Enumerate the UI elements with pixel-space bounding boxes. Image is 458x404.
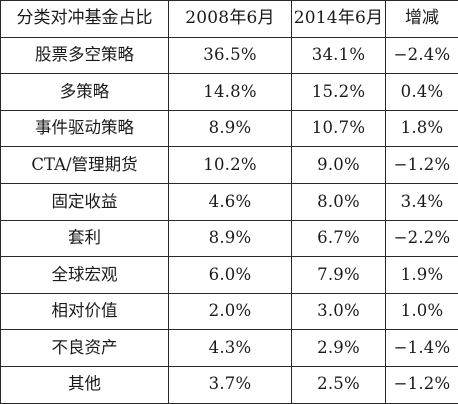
- category-cell: 多策略: [1, 74, 169, 111]
- table-row: 套利 8.9% 6.7% −2.2%: [1, 220, 458, 257]
- category-cell: 套利: [1, 220, 169, 257]
- header-2014-june: 2014年6月: [292, 1, 386, 38]
- change-cell: 1.9%: [386, 257, 458, 294]
- change-cell: −2.2%: [386, 220, 458, 257]
- value-2008-cell: 14.8%: [169, 74, 292, 111]
- table-row: 固定收益 4.6% 8.0% 3.4%: [1, 183, 458, 220]
- table-row: 多策略 14.8% 15.2% 0.4%: [1, 74, 458, 111]
- category-cell: 不良资产: [1, 330, 169, 367]
- value-2014-cell: 2.9%: [292, 330, 386, 367]
- change-cell: 0.4%: [386, 74, 458, 111]
- change-cell: −1.4%: [386, 330, 458, 367]
- category-cell: 相对价值: [1, 293, 169, 330]
- category-cell: 全球宏观: [1, 257, 169, 294]
- value-2014-cell: 3.0%: [292, 293, 386, 330]
- value-2008-cell: 10.2%: [169, 147, 292, 184]
- value-2014-cell: 6.7%: [292, 220, 386, 257]
- value-2014-cell: 34.1%: [292, 37, 386, 74]
- value-2014-cell: 9.0%: [292, 147, 386, 184]
- value-2008-cell: 4.6%: [169, 183, 292, 220]
- value-2014-cell: 15.2%: [292, 74, 386, 111]
- category-cell: 其他: [1, 366, 169, 403]
- value-2014-cell: 10.7%: [292, 110, 386, 147]
- change-cell: −2.4%: [386, 37, 458, 74]
- category-cell: 股票多空策略: [1, 37, 169, 74]
- value-2008-cell: 3.7%: [169, 366, 292, 403]
- value-2008-cell: 6.0%: [169, 257, 292, 294]
- table-row: 全球宏观 6.0% 7.9% 1.9%: [1, 257, 458, 294]
- change-cell: 1.8%: [386, 110, 458, 147]
- table-row: 股票多空策略 36.5% 34.1% −2.4%: [1, 37, 458, 74]
- change-cell: −1.2%: [386, 366, 458, 403]
- header-change: 增减: [386, 1, 458, 38]
- header-category: 分类对冲基金占比: [1, 1, 169, 38]
- value-2014-cell: 2.5%: [292, 366, 386, 403]
- category-cell: 固定收益: [1, 183, 169, 220]
- change-cell: −1.2%: [386, 147, 458, 184]
- value-2008-cell: 2.0%: [169, 293, 292, 330]
- table-row: CTA/管理期货 10.2% 9.0% −1.2%: [1, 147, 458, 184]
- category-cell: CTA/管理期货: [1, 147, 169, 184]
- change-cell: 1.0%: [386, 293, 458, 330]
- table-row: 事件驱动策略 8.9% 10.7% 1.8%: [1, 110, 458, 147]
- value-2014-cell: 8.0%: [292, 183, 386, 220]
- table-header-row: 分类对冲基金占比 2008年6月 2014年6月 增减: [1, 1, 458, 38]
- change-cell: 3.4%: [386, 183, 458, 220]
- table-row: 其他 3.7% 2.5% −1.2%: [1, 366, 458, 403]
- table-row: 相对价值 2.0% 3.0% 1.0%: [1, 293, 458, 330]
- table-row: 不良资产 4.3% 2.9% −1.4%: [1, 330, 458, 367]
- category-cell: 事件驱动策略: [1, 110, 169, 147]
- value-2008-cell: 8.9%: [169, 110, 292, 147]
- value-2008-cell: 4.3%: [169, 330, 292, 367]
- value-2014-cell: 7.9%: [292, 257, 386, 294]
- value-2008-cell: 8.9%: [169, 220, 292, 257]
- header-2008-june: 2008年6月: [169, 1, 292, 38]
- value-2008-cell: 36.5%: [169, 37, 292, 74]
